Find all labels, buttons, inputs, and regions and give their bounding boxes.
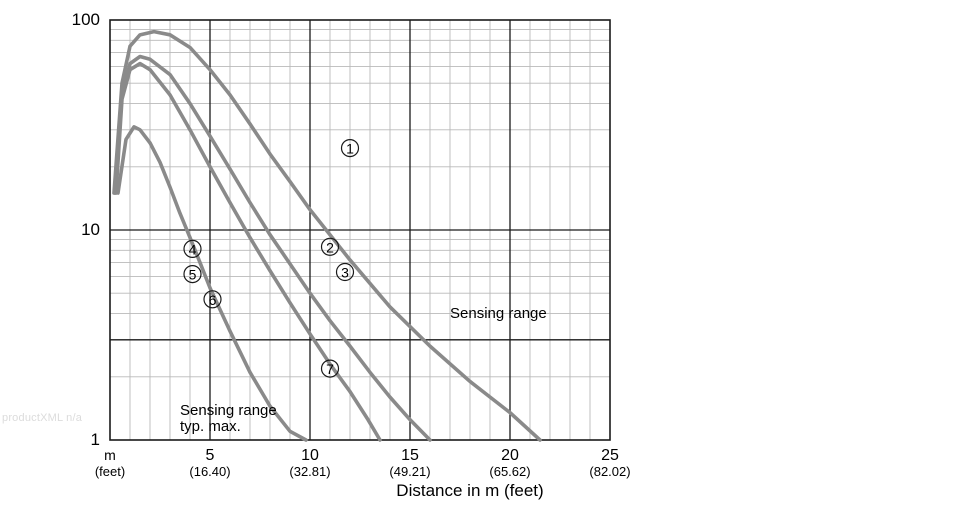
- sensing-range-chart: 1234567Sensing rangeSensing rangetyp. ma…: [35, 10, 635, 510]
- marker-label-1: 1: [346, 141, 354, 157]
- marker-label-4: 4: [189, 241, 197, 257]
- marker-label-3: 3: [341, 265, 349, 281]
- x-tick-ft-5: (16.40): [189, 464, 230, 479]
- marker-label-7: 7: [326, 361, 334, 377]
- marker-label-5: 5: [189, 267, 197, 283]
- y-tick-1: 1: [91, 430, 100, 449]
- x-unit-m: m: [104, 447, 116, 463]
- x-unit-ft: (feet): [95, 464, 125, 479]
- y-tick-10: 10: [81, 220, 100, 239]
- y-tick-100: 100: [72, 10, 100, 29]
- x-tick-ft-15: (49.21): [389, 464, 430, 479]
- label-sensing-range-max-line1: Sensing range: [180, 402, 277, 419]
- x-tick-m-20: 20: [501, 447, 519, 464]
- x-tick-m-15: 15: [401, 447, 419, 464]
- x-tick-ft-25: (82.02): [589, 464, 630, 479]
- x-tick-ft-10: (32.81): [289, 464, 330, 479]
- marker-label-2: 2: [326, 239, 334, 255]
- x-tick-m-10: 10: [301, 447, 319, 464]
- x-tick-m-5: 5: [206, 447, 215, 464]
- x-tick-m-25: 25: [601, 447, 619, 464]
- label-sensing-range: Sensing range: [450, 305, 547, 322]
- x-tick-ft-20: (65.62): [489, 464, 530, 479]
- label-sensing-range-max-line2: typ. max.: [180, 418, 241, 435]
- x-axis-label: Distance in m (feet): [396, 481, 543, 500]
- marker-label-6: 6: [209, 292, 217, 308]
